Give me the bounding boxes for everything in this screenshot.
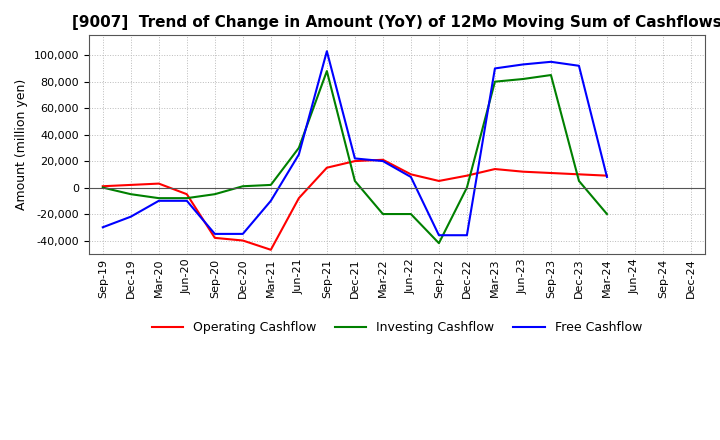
Investing Cashflow — [155, 195, 163, 201]
Free Cashflow — [323, 48, 331, 54]
Line: Operating Cashflow: Operating Cashflow — [103, 160, 607, 250]
Investing Cashflow — [351, 178, 359, 183]
Operating Cashflow — [238, 238, 247, 243]
Investing Cashflow — [266, 182, 275, 187]
Y-axis label: Amount (million yen): Amount (million yen) — [15, 79, 28, 210]
Operating Cashflow — [294, 195, 303, 201]
Investing Cashflow — [294, 145, 303, 150]
Operating Cashflow — [603, 173, 611, 178]
Investing Cashflow — [603, 211, 611, 216]
Operating Cashflow — [99, 183, 107, 189]
Free Cashflow — [407, 174, 415, 180]
Operating Cashflow — [182, 191, 191, 197]
Investing Cashflow — [238, 183, 247, 189]
Free Cashflow — [294, 152, 303, 157]
Operating Cashflow — [435, 178, 444, 183]
Free Cashflow — [518, 62, 527, 67]
Line: Free Cashflow: Free Cashflow — [103, 51, 607, 235]
Free Cashflow — [266, 198, 275, 203]
Operating Cashflow — [127, 182, 135, 187]
Free Cashflow — [462, 233, 471, 238]
Free Cashflow — [490, 66, 499, 71]
Operating Cashflow — [407, 172, 415, 177]
Operating Cashflow — [575, 172, 583, 177]
Free Cashflow — [182, 198, 191, 203]
Free Cashflow — [575, 63, 583, 68]
Title: [9007]  Trend of Change in Amount (YoY) of 12Mo Moving Sum of Cashflows: [9007] Trend of Change in Amount (YoY) o… — [72, 15, 720, 30]
Investing Cashflow — [575, 178, 583, 183]
Free Cashflow — [155, 198, 163, 203]
Operating Cashflow — [462, 173, 471, 178]
Operating Cashflow — [266, 247, 275, 253]
Investing Cashflow — [379, 211, 387, 216]
Investing Cashflow — [182, 195, 191, 201]
Investing Cashflow — [546, 73, 555, 78]
Free Cashflow — [435, 233, 444, 238]
Investing Cashflow — [210, 191, 219, 197]
Operating Cashflow — [379, 157, 387, 162]
Free Cashflow — [603, 174, 611, 180]
Investing Cashflow — [99, 185, 107, 190]
Free Cashflow — [546, 59, 555, 64]
Free Cashflow — [99, 225, 107, 230]
Line: Investing Cashflow: Investing Cashflow — [103, 71, 607, 243]
Investing Cashflow — [462, 185, 471, 190]
Operating Cashflow — [490, 166, 499, 172]
Free Cashflow — [351, 156, 359, 161]
Legend: Operating Cashflow, Investing Cashflow, Free Cashflow: Operating Cashflow, Investing Cashflow, … — [147, 316, 647, 339]
Free Cashflow — [210, 231, 219, 237]
Operating Cashflow — [323, 165, 331, 170]
Free Cashflow — [238, 231, 247, 237]
Investing Cashflow — [435, 241, 444, 246]
Investing Cashflow — [127, 191, 135, 197]
Investing Cashflow — [490, 79, 499, 84]
Operating Cashflow — [518, 169, 527, 174]
Operating Cashflow — [546, 170, 555, 176]
Investing Cashflow — [407, 211, 415, 216]
Investing Cashflow — [323, 69, 331, 74]
Investing Cashflow — [518, 77, 527, 82]
Operating Cashflow — [155, 181, 163, 186]
Operating Cashflow — [210, 235, 219, 241]
Free Cashflow — [379, 158, 387, 164]
Free Cashflow — [127, 214, 135, 219]
Operating Cashflow — [351, 158, 359, 164]
